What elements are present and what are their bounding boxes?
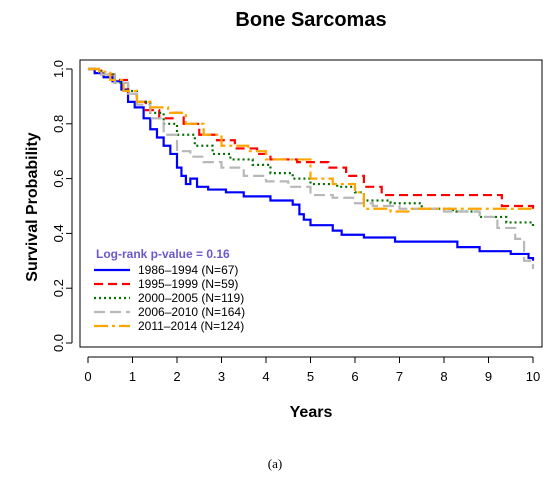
legend-label-5: 2011–2014 (N=124) (138, 319, 244, 333)
x-tick-label: 6 (351, 369, 358, 384)
legend-label-4: 2006–2010 (N=164) (138, 305, 245, 319)
x-tick-label: 7 (396, 369, 403, 384)
figure-caption: (a) (267, 456, 283, 471)
legend-label-2: 1995–1999 (N=59) (138, 277, 238, 291)
series-line-3 (88, 67, 535, 228)
y-axis-title: Survival Probability (24, 132, 41, 281)
legend-label-1: 1986–1994 (N=67) (138, 263, 238, 277)
x-tick-label: 0 (84, 369, 91, 384)
y-axis: 0.0 0.2 0.4 0.6 0.8 1.0 (51, 60, 73, 352)
legend: Log-rank p-value = 0.16 1986–1994 (N=67)… (94, 247, 245, 333)
x-tick-label: 3 (218, 369, 225, 384)
series-layer (88, 67, 535, 270)
legend-items: 1986–1994 (N=67)1995–1999 (N=59)2000–200… (94, 263, 245, 333)
y-tick-label: 0.6 (51, 170, 66, 188)
series-line-5 (88, 67, 533, 213)
y-tick-label: 0.2 (51, 279, 66, 297)
x-tick-label: 4 (262, 369, 269, 384)
series-line-1 (88, 67, 535, 261)
x-tick-label: 5 (307, 369, 314, 384)
y-tick-label: 0.0 (51, 334, 66, 352)
chart-title: Bone Sarcomas (235, 9, 386, 31)
x-axis-title: Years (290, 404, 333, 421)
series-line-4 (88, 67, 535, 270)
legend-label-3: 2000–2005 (N=119) (138, 291, 244, 305)
x-tick-label: 10 (526, 369, 540, 384)
x-tick-label: 1 (129, 369, 136, 384)
y-tick-label: 1.0 (51, 60, 66, 78)
plot-frame (79, 59, 543, 348)
y-tick-label: 0.4 (51, 224, 66, 242)
y-tick-label: 0.8 (51, 115, 66, 133)
survival-chart: Bone Sarcomas 0 1 2 3 4 5 6 7 8 9 10 0.00.20.40.60… (24, 9, 543, 421)
legend-title: Log-rank p-value = 0.16 (96, 247, 230, 261)
x-tick-label: 2 (173, 369, 180, 384)
x-tick-label: 9 (485, 369, 492, 384)
x-axis: 0 1 2 3 4 5 6 7 8 9 10 (84, 356, 540, 384)
x-tick-label: 8 (440, 369, 447, 384)
